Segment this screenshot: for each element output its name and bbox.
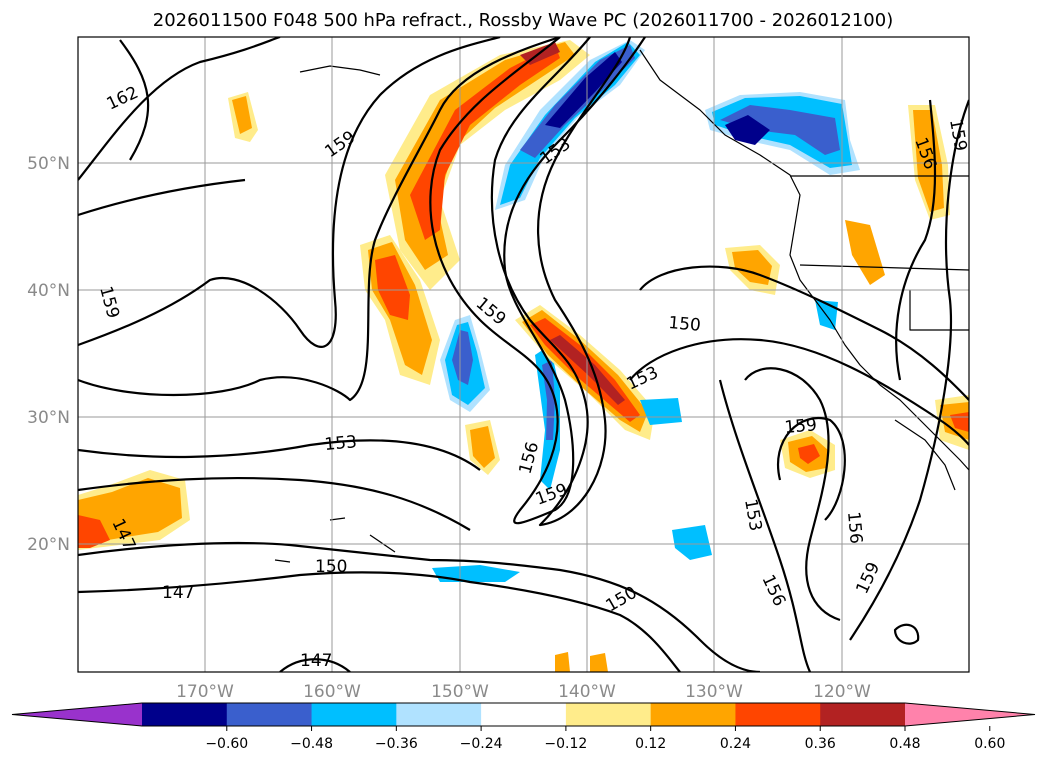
negative-blob-se	[672, 525, 712, 560]
colorbar-tick-label: 0.12	[635, 736, 666, 752]
contour-156-south	[718, 379, 812, 672]
colorbar-tick-label: −0.60	[205, 736, 248, 752]
gridlines	[78, 37, 969, 672]
colorbar-segment	[311, 703, 397, 726]
lon-axis: 170°W 160°W 150°W 140°W 130°W 120°W	[176, 682, 871, 702]
colorbar-tick-label: 0.36	[805, 736, 836, 752]
lon-tick-label: 140°W	[558, 682, 616, 702]
contour-156-far-east	[895, 99, 937, 381]
map-title: 2026011500 F048 500 hPa refract., Rossby…	[153, 10, 894, 31]
colorbar-segment	[396, 703, 482, 726]
contour-150-east	[639, 265, 969, 401]
negative-streak-blue	[542, 360, 555, 440]
positive-blob-ne-orange	[913, 110, 944, 212]
colorbar-extend-low	[12, 703, 142, 726]
colorbar: −0.60 −0.48 −0.36 −0.24 −0.12 0.12 0.24 0.36 0.4…	[11, 702, 1036, 752]
colorbar-tick-label: 0.48	[889, 736, 920, 752]
colorbar-tick-label: −0.12	[544, 736, 587, 752]
contour-153-east	[629, 338, 969, 446]
positive-blob-sw-red	[78, 515, 110, 548]
lon-tick-label: 170°W	[176, 682, 234, 702]
contour-147-south	[78, 571, 681, 672]
lon-tick-label: 120°W	[813, 682, 871, 702]
lat-tick-label: 40°N	[27, 281, 70, 301]
lat-axis: 50°N 40°N 30°N 20°N	[27, 154, 70, 555]
positive-band-north-red	[410, 45, 560, 240]
coastlines	[274, 49, 969, 563]
colorbar-segment	[735, 703, 821, 726]
negative-blob-mid-east	[640, 398, 682, 425]
contour-closed-east	[893, 623, 920, 645]
lon-tick-label: 130°W	[685, 682, 743, 702]
contour-mid-west	[78, 439, 481, 471]
contour-label: 153	[324, 432, 358, 455]
map-frame	[77, 36, 970, 673]
negative-blob-pacific	[432, 565, 520, 582]
negative-blob-mid-blue	[452, 330, 473, 385]
contour-label: 159	[784, 415, 818, 438]
lon-tick-label: 160°W	[303, 682, 361, 702]
contour-label: 159	[945, 117, 970, 152]
contour-159-east	[777, 417, 846, 521]
lat-tick-label: 50°N	[27, 154, 70, 174]
contour-156-main	[490, 37, 632, 527]
contour-label: 156	[843, 511, 866, 545]
contour-147-bottom	[279, 658, 351, 672]
colorbar-tick-label: 0.24	[720, 736, 751, 752]
contour-label: 150	[315, 557, 347, 577]
contour-label: 147	[162, 583, 194, 603]
colorbar-segment	[650, 703, 736, 726]
contour-159-west	[78, 39, 246, 217]
contour-label: 150	[668, 313, 702, 336]
positive-blob-se-red	[798, 444, 820, 464]
colorbar-tick-label: −0.36	[375, 736, 418, 752]
contour-153-south	[744, 367, 841, 622]
shading-layer	[78, 40, 969, 672]
negative-band-coast-navy	[725, 115, 770, 145]
colorbar-outline	[11, 702, 1036, 727]
colorbar-tick-label: −0.48	[290, 736, 333, 752]
contour-label: 147	[300, 651, 332, 671]
colorbar-segment	[142, 703, 228, 726]
colorbar-segment	[226, 703, 313, 726]
lon-tick-label: 150°W	[431, 682, 489, 702]
contour-lines	[78, 37, 969, 672]
positive-blob-center-orange	[470, 426, 495, 468]
colorbar-extend-high	[905, 703, 1035, 726]
contour-159-main	[429, 37, 646, 525]
contour-150-south	[78, 541, 761, 672]
lat-tick-label: 30°N	[27, 408, 70, 428]
lat-tick-label: 20°N	[27, 535, 70, 555]
colorbar-segment	[481, 703, 567, 726]
negative-band-north-navy	[545, 52, 622, 128]
positive-blob-west-red	[375, 255, 410, 320]
positive-blob-nw-orange	[232, 96, 252, 134]
contour-159-far-east	[849, 99, 969, 641]
colorbar-tick-label: 0.60	[974, 736, 1005, 752]
contour-153-band	[78, 37, 561, 402]
contour-west-lower	[78, 476, 471, 531]
colorbar-segment	[820, 703, 906, 726]
contour-162	[78, 37, 281, 181]
positive-blob-sw3	[590, 653, 608, 672]
contour-159-a	[78, 37, 501, 348]
positive-blob-sw2	[555, 652, 570, 672]
colorbar-tick-label: −0.24	[460, 736, 503, 752]
colorbar-segment	[565, 703, 652, 726]
positive-blob-ne3	[845, 220, 885, 285]
